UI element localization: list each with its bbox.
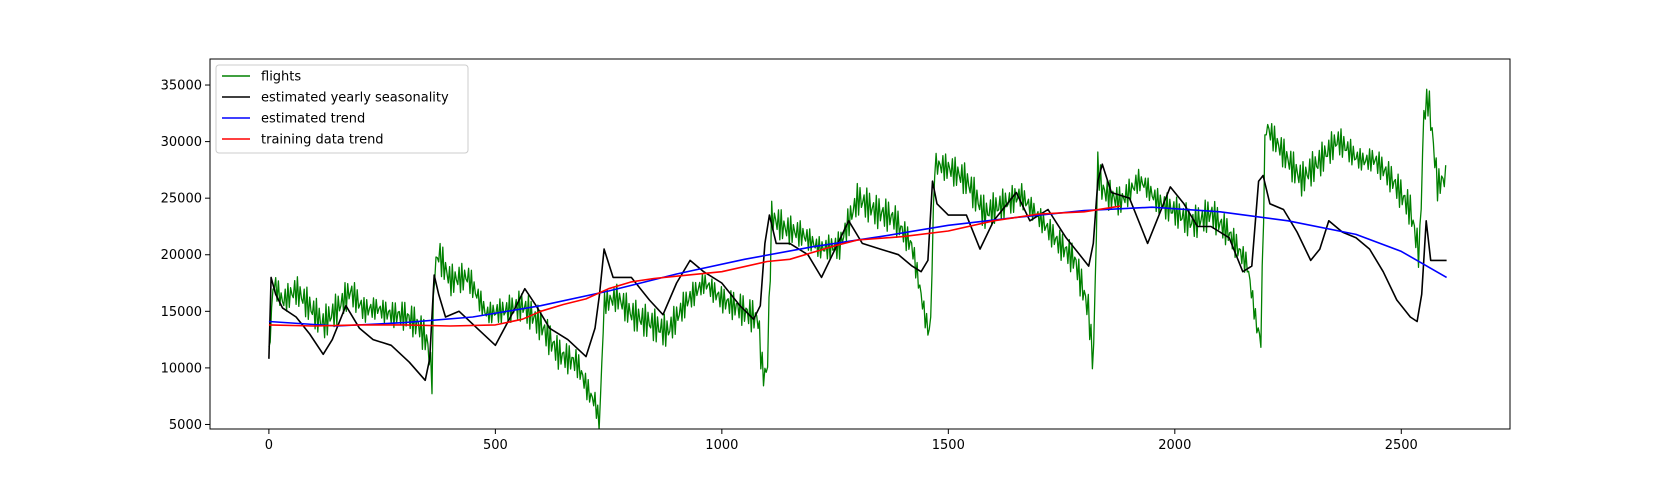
y-tick-label: 20000 bbox=[161, 248, 202, 263]
x-tick-label: 1500 bbox=[932, 438, 965, 453]
x-tick-label: 2000 bbox=[1158, 438, 1191, 453]
y-tick-label: 15000 bbox=[161, 305, 202, 320]
series-line-2 bbox=[268, 163, 1447, 382]
legend-label: estimated trend bbox=[261, 112, 365, 127]
plot-frame bbox=[209, 58, 1511, 430]
y-tick-label: 5000 bbox=[169, 418, 202, 433]
series-line-4 bbox=[268, 205, 1121, 327]
x-tick-label: 1000 bbox=[705, 438, 738, 453]
series-line-1 bbox=[268, 88, 1447, 429]
legend-label: flights bbox=[261, 70, 301, 85]
legend-label: estimated yearly seasonality bbox=[261, 91, 449, 106]
legend-box bbox=[215, 64, 469, 154]
x-tick-label: 500 bbox=[483, 438, 508, 453]
x-axis: 0 500 1000 1500 2000 2500 bbox=[265, 429, 1418, 453]
series-line-3 bbox=[268, 206, 1447, 327]
legend-label: training data trend bbox=[261, 133, 384, 148]
x-tick-label: 2500 bbox=[1385, 438, 1418, 453]
y-tick-label: 25000 bbox=[161, 192, 202, 207]
y-tick-label: 35000 bbox=[161, 79, 202, 94]
y-tick-label: 30000 bbox=[161, 135, 202, 150]
legend: flights estimated yearly seasonality estim… bbox=[215, 64, 469, 154]
y-tick-label: 10000 bbox=[161, 361, 202, 376]
x-tick-label: 0 bbox=[265, 438, 273, 453]
y-axis: 5000 10000 15000 20000 25000 30000 35000 bbox=[161, 79, 210, 433]
